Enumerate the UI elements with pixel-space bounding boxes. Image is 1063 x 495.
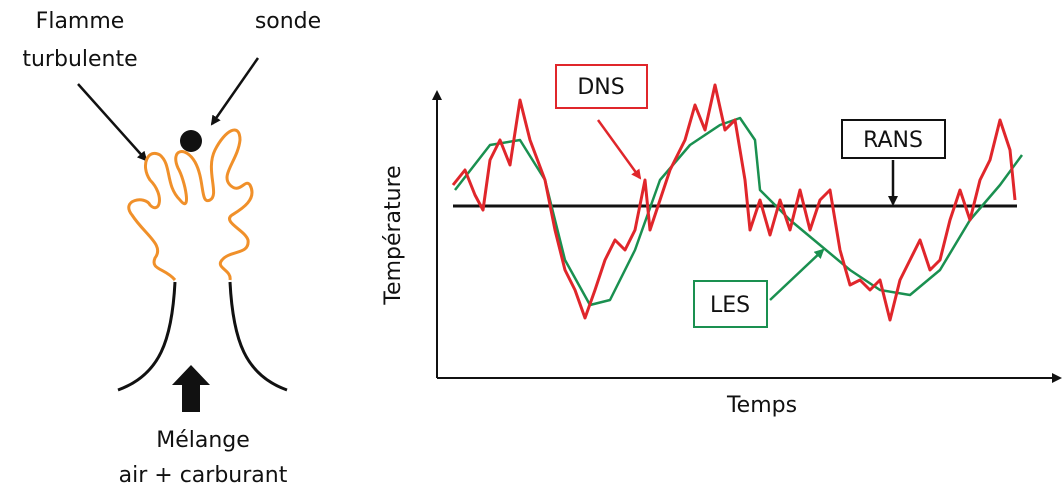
les-curve — [454, 116, 1024, 307]
flame-label: turbulente — [22, 47, 137, 72]
x-axis-label: Temps — [726, 393, 797, 418]
rans-label: RANS — [863, 128, 923, 153]
probe — [180, 130, 202, 152]
arrow — [769, 248, 825, 301]
probe-label: sonde — [255, 9, 321, 34]
mixture-label: air + carburant — [119, 463, 288, 488]
arrow — [210, 57, 260, 126]
dns-curve — [451, 83, 1017, 322]
rans-box — [841, 119, 946, 159]
y-axis-label: Température — [381, 165, 406, 305]
dns-box — [555, 64, 648, 109]
flow-arrow — [172, 365, 210, 412]
flame-label: Flamme — [36, 9, 125, 34]
burner-wall — [117, 281, 177, 392]
dns-label: DNS — [577, 75, 624, 100]
arrow — [596, 119, 642, 180]
mixture-label: Mélange — [156, 428, 250, 453]
les-label: LES — [710, 293, 750, 318]
flame-outline — [127, 128, 254, 282]
arrow — [77, 83, 148, 162]
les-box — [693, 280, 768, 328]
burner-wall — [228, 281, 288, 392]
